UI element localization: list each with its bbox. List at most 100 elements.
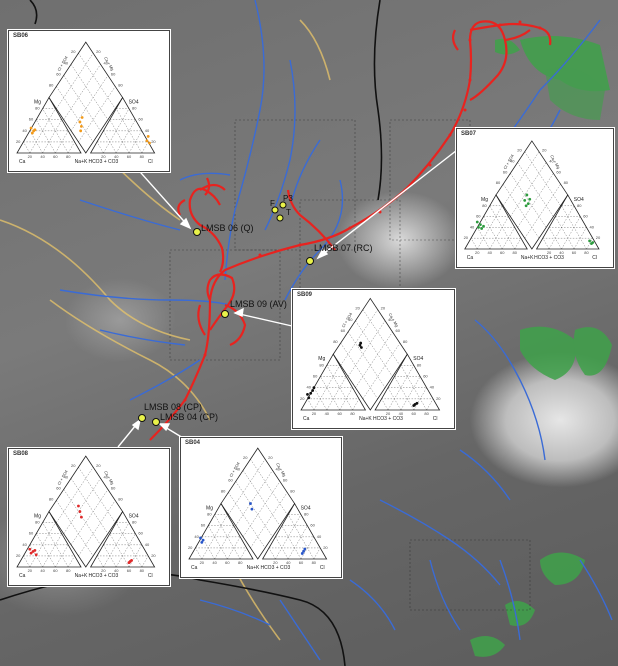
station-sb06: [193, 228, 201, 236]
tick-label: 60: [313, 374, 318, 379]
tick-label: 60: [225, 560, 230, 565]
tick-label: 20: [101, 568, 106, 573]
tick-label: 20: [355, 306, 360, 311]
corner-label-ca: Ca: [467, 255, 474, 261]
sample-point: [412, 404, 416, 407]
tick-label: 80: [403, 339, 408, 344]
tick-label: 20: [323, 545, 328, 550]
corner-label-hco3: HCO3 + CO3: [373, 416, 403, 422]
tick-label: 60: [138, 117, 143, 122]
tick-label: 60: [56, 71, 61, 76]
tick-label: 80: [140, 154, 145, 159]
sample-point: [80, 116, 84, 119]
tick-label: 20: [200, 560, 205, 565]
tick-label: 80: [35, 106, 40, 111]
station-label-sb06: LMSB 06 (Q): [201, 223, 254, 233]
sample-point: [475, 220, 479, 224]
label-so4: SO4: [129, 100, 139, 106]
corner-label-nak: Na+K: [359, 416, 372, 422]
tick-label: 60: [412, 411, 417, 416]
panel-title: SB06: [13, 33, 29, 39]
tick-label: 20: [300, 396, 305, 401]
sample-point: [79, 515, 83, 519]
tick-label: 80: [584, 250, 589, 255]
sample-point: [146, 134, 150, 138]
tick-label: 60: [395, 328, 400, 333]
axis-label-ca-mg: Ca + Mg: [275, 462, 287, 478]
tick-label: 60: [228, 477, 233, 482]
panel-title: SB07: [461, 131, 477, 137]
tick-label: 80: [564, 180, 569, 185]
tick-label: 80: [118, 82, 123, 87]
station-label-p3: P3: [283, 194, 293, 203]
station-p3: [279, 201, 287, 209]
label-mg: Mg: [34, 514, 41, 520]
sample-point: [33, 128, 37, 132]
tick-label: 20: [596, 235, 601, 240]
tick-label: 80: [482, 203, 487, 208]
corner-label-cl: Cl: [320, 565, 325, 571]
tick-label: 20: [436, 396, 441, 401]
axis-label-ca-mg: Ca + Mg: [103, 56, 115, 72]
tick-label: 80: [132, 106, 137, 111]
corner-label-cl: Cl: [148, 159, 153, 165]
sample-point: [78, 120, 82, 124]
label-mg: Mg: [318, 356, 325, 362]
tick-label: 20: [547, 250, 552, 255]
sample-point: [358, 343, 362, 347]
tick-label: 60: [29, 117, 34, 122]
station-label-sb08: LMSB 08 (CP): [144, 402, 203, 412]
corner-label-hco3: HCO3 + CO3: [88, 159, 118, 165]
tick-label: 80: [312, 560, 317, 565]
sample-point: [200, 540, 204, 544]
route-waypoints: [183, 20, 542, 402]
tick-label: 40: [40, 154, 45, 159]
sample-point: [477, 225, 480, 229]
label-so4: SO4: [301, 506, 311, 512]
corner-label-ca: Ca: [303, 416, 310, 422]
corner-label-hco3: HCO3 + CO3: [260, 565, 290, 571]
tick-label: 20: [101, 154, 106, 159]
tick-label: 40: [325, 411, 330, 416]
tick-label: 60: [111, 485, 116, 490]
corner-label-nak: Na+K: [521, 255, 534, 261]
tick-label: 60: [201, 523, 206, 528]
sample-point: [588, 239, 591, 243]
tick-label: 40: [399, 411, 404, 416]
sample-point: [306, 392, 309, 396]
sample-point: [526, 202, 530, 206]
station-markers: [138, 201, 314, 426]
sample-point: [523, 198, 527, 202]
tick-label: 60: [299, 560, 304, 565]
sample-point: [482, 224, 485, 228]
sample-point: [250, 507, 254, 511]
tick-label: 20: [542, 148, 547, 153]
tick-label: 40: [212, 560, 217, 565]
tick-label: 80: [221, 488, 226, 493]
sample-point: [312, 386, 316, 390]
sample-point: [300, 552, 304, 555]
piper-panel-sb06: Ca Na+K HCO3 + CO3 Cl Mg SO4 Cl + SO4 Ca + Mg 20…: [8, 30, 170, 172]
tick-label: 20: [386, 411, 391, 416]
sample-point: [145, 139, 149, 143]
sample-point: [479, 223, 482, 227]
tick-label: 20: [28, 568, 33, 573]
tick-label: 40: [510, 159, 515, 164]
tick-label: 80: [35, 520, 40, 525]
tick-label: 60: [310, 523, 315, 528]
tick-label: 80: [424, 411, 429, 416]
tick-label: 20: [16, 139, 21, 144]
tick-label: 20: [71, 463, 76, 468]
tick-label: 40: [114, 568, 119, 573]
tick-label: 80: [417, 362, 422, 367]
sample-point: [415, 401, 419, 405]
sample-point: [359, 341, 363, 345]
tick-label: 40: [114, 154, 119, 159]
tick-label: 40: [306, 385, 311, 390]
tick-label: 60: [111, 71, 116, 76]
sample-point: [359, 346, 363, 349]
